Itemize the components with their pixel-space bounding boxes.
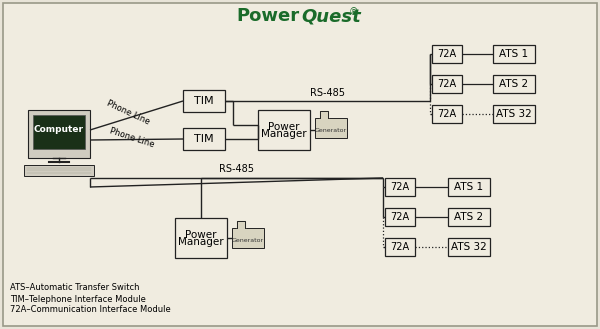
Text: Phone Line: Phone Line bbox=[108, 126, 155, 149]
FancyBboxPatch shape bbox=[24, 165, 94, 176]
FancyBboxPatch shape bbox=[432, 45, 462, 63]
Text: ®: ® bbox=[349, 7, 359, 17]
Text: 72A: 72A bbox=[437, 79, 457, 89]
FancyBboxPatch shape bbox=[448, 208, 490, 226]
FancyBboxPatch shape bbox=[448, 238, 490, 256]
Text: ATS 2: ATS 2 bbox=[454, 212, 484, 222]
Polygon shape bbox=[237, 221, 245, 228]
Text: 72A: 72A bbox=[391, 212, 410, 222]
FancyBboxPatch shape bbox=[183, 128, 225, 150]
Text: 72A: 72A bbox=[437, 109, 457, 119]
Text: RS-485: RS-485 bbox=[310, 88, 345, 98]
Text: 72A: 72A bbox=[391, 182, 410, 192]
FancyBboxPatch shape bbox=[448, 178, 490, 196]
Text: ATS 32: ATS 32 bbox=[451, 242, 487, 252]
FancyBboxPatch shape bbox=[493, 75, 535, 93]
Text: Power: Power bbox=[185, 230, 217, 240]
FancyBboxPatch shape bbox=[33, 115, 85, 149]
Text: Computer: Computer bbox=[34, 125, 84, 135]
FancyBboxPatch shape bbox=[432, 105, 462, 123]
FancyBboxPatch shape bbox=[175, 218, 227, 258]
Text: 72A: 72A bbox=[437, 49, 457, 59]
FancyBboxPatch shape bbox=[493, 45, 535, 63]
Text: TIM: TIM bbox=[194, 134, 214, 144]
Text: ATS 1: ATS 1 bbox=[499, 49, 529, 59]
Text: Phone Line: Phone Line bbox=[106, 99, 151, 126]
FancyBboxPatch shape bbox=[493, 105, 535, 123]
Text: Manager: Manager bbox=[261, 129, 307, 139]
FancyBboxPatch shape bbox=[3, 3, 597, 326]
Text: 72A: 72A bbox=[391, 242, 410, 252]
Text: TIM–Telephone Interface Module: TIM–Telephone Interface Module bbox=[10, 294, 146, 303]
FancyBboxPatch shape bbox=[28, 110, 90, 158]
FancyBboxPatch shape bbox=[385, 238, 415, 256]
Text: Manager: Manager bbox=[178, 237, 224, 247]
Polygon shape bbox=[320, 111, 328, 118]
Text: Quest: Quest bbox=[301, 7, 361, 25]
FancyBboxPatch shape bbox=[385, 208, 415, 226]
Text: RS-485: RS-485 bbox=[219, 164, 254, 174]
Text: Generator: Generator bbox=[315, 128, 347, 133]
Text: Power: Power bbox=[268, 122, 300, 132]
FancyBboxPatch shape bbox=[432, 75, 462, 93]
Text: ATS 1: ATS 1 bbox=[454, 182, 484, 192]
Text: 72A–Communication Interface Module: 72A–Communication Interface Module bbox=[10, 306, 171, 315]
FancyBboxPatch shape bbox=[183, 90, 225, 112]
Text: ATS–Automatic Transfer Switch: ATS–Automatic Transfer Switch bbox=[10, 284, 139, 292]
Text: ATS 32: ATS 32 bbox=[496, 109, 532, 119]
Text: Generator: Generator bbox=[232, 238, 264, 242]
FancyBboxPatch shape bbox=[315, 118, 347, 138]
FancyBboxPatch shape bbox=[232, 228, 264, 248]
FancyBboxPatch shape bbox=[385, 178, 415, 196]
FancyBboxPatch shape bbox=[258, 110, 310, 150]
Text: ATS 2: ATS 2 bbox=[499, 79, 529, 89]
Text: Power: Power bbox=[237, 7, 300, 25]
Text: TIM: TIM bbox=[194, 96, 214, 106]
